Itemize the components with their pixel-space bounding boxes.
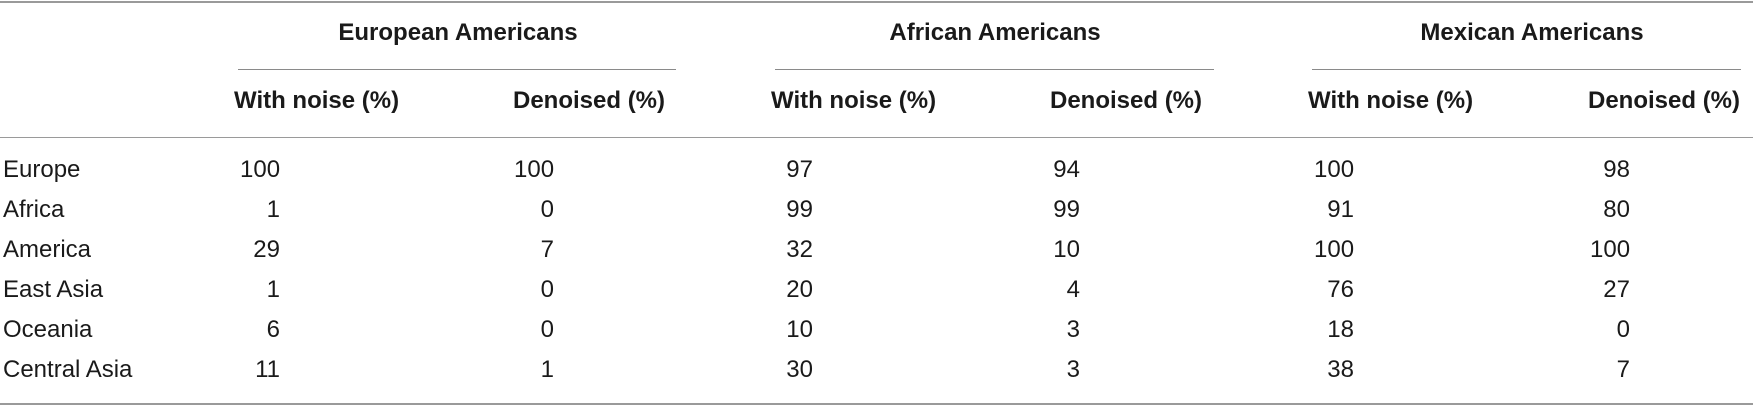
cell-african-denoised: 3	[1066, 316, 1080, 343]
group-rule-african-americans	[775, 69, 1214, 70]
row-label: America	[3, 236, 92, 263]
table-row: East Asia 1 0 20 4 76 27	[0, 270, 1753, 310]
column-header-african-with-noise: With noise (%)	[771, 87, 937, 114]
column-header-mexican-denoised: Denoised (%)	[1588, 87, 1741, 114]
cell-african-with-noise: 97	[786, 156, 813, 183]
cell-mexican-with-noise: 76	[1327, 276, 1354, 303]
cell-european-denoised: 1	[540, 356, 554, 383]
cell-european-with-noise: 29	[253, 236, 280, 263]
cell-mexican-denoised: 80	[1603, 196, 1630, 223]
cell-african-denoised: 4	[1066, 276, 1080, 303]
cell-european-with-noise: 1	[266, 196, 280, 223]
cell-european-denoised: 100	[514, 156, 555, 183]
table-row: Africa 1 0 99 99 91 80	[0, 190, 1753, 230]
group-rule-mexican-americans	[1312, 69, 1741, 70]
table-row: Central Asia 11 1 30 3 38 7	[0, 350, 1753, 390]
cell-african-with-noise: 30	[786, 356, 813, 383]
cell-european-denoised: 0	[540, 196, 554, 223]
table-top-rule	[0, 1, 1753, 3]
cell-mexican-denoised: 100	[1590, 236, 1631, 263]
row-label: Africa	[3, 196, 65, 223]
cell-european-with-noise: 6	[266, 316, 280, 343]
column-header-mexican-with-noise: With noise (%)	[1308, 87, 1474, 114]
cell-mexican-denoised: 27	[1603, 276, 1630, 303]
cell-mexican-with-noise: 91	[1327, 196, 1354, 223]
cell-european-with-noise: 1	[266, 276, 280, 303]
cell-european-with-noise: 11	[255, 356, 280, 383]
table-row: Oceania 6 0 10 3 18 0	[0, 310, 1753, 350]
cell-african-with-noise: 10	[786, 316, 813, 343]
table-bottom-rule	[0, 403, 1753, 405]
cell-mexican-with-noise: 38	[1327, 356, 1354, 383]
cell-african-with-noise: 32	[786, 236, 813, 263]
row-label: Oceania	[3, 316, 93, 343]
cell-african-denoised: 94	[1053, 156, 1080, 183]
row-label: East Asia	[3, 276, 104, 303]
row-label: Central Asia	[3, 356, 133, 383]
cell-european-with-noise: 100	[240, 156, 281, 183]
cell-mexican-denoised: 0	[1616, 316, 1630, 343]
table-row: Europe 100 100 97 94 100 98	[0, 150, 1753, 190]
cell-african-denoised: 10	[1053, 236, 1080, 263]
cell-african-with-noise: 99	[786, 196, 813, 223]
cell-mexican-denoised: 98	[1603, 156, 1630, 183]
group-title-african-americans: African Americans	[889, 19, 1101, 46]
cell-african-denoised: 3	[1066, 356, 1080, 383]
table-row: America 29 7 32 10 100 100	[0, 230, 1753, 270]
row-label: Europe	[3, 156, 81, 183]
cell-mexican-with-noise: 100	[1314, 156, 1355, 183]
group-title-mexican-americans: Mexican Americans	[1420, 19, 1644, 46]
cell-mexican-with-noise: 100	[1314, 236, 1355, 263]
cell-african-denoised: 99	[1053, 196, 1080, 223]
column-header-african-denoised: Denoised (%)	[1050, 87, 1203, 114]
cell-european-denoised: 0	[540, 276, 554, 303]
cell-african-with-noise: 20	[786, 276, 813, 303]
cell-european-denoised: 7	[540, 236, 554, 263]
cell-mexican-with-noise: 18	[1327, 316, 1354, 343]
column-header-european-denoised: Denoised (%)	[513, 87, 666, 114]
cell-european-denoised: 0	[540, 316, 554, 343]
cell-mexican-denoised: 7	[1616, 356, 1630, 383]
group-title-european-americans: European Americans	[338, 19, 578, 46]
group-rule-european-americans	[238, 69, 676, 70]
table-header-rule	[0, 137, 1753, 138]
column-header-european-with-noise: With noise (%)	[234, 87, 400, 114]
